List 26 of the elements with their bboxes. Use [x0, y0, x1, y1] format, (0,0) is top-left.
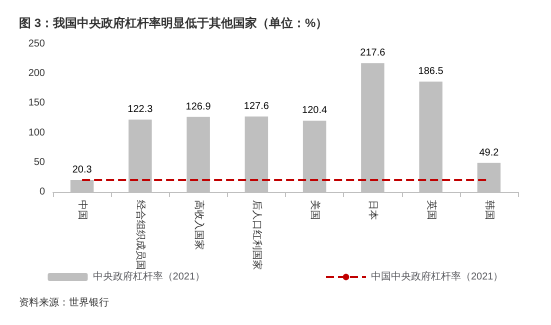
data-label: 20.3 [72, 164, 92, 176]
x-tick-label: 高收入国家 [192, 200, 205, 250]
data-label: 127.6 [244, 100, 270, 112]
data-label: 49.2 [479, 147, 500, 158]
chart-title: 图 3：我国中央政府杠杆率明显低于其他国家（单位：%） [19, 16, 328, 30]
data-label: 217.6 [360, 48, 386, 59]
data-label: 120.4 [302, 105, 328, 116]
y-tick-label: 150 [28, 98, 46, 109]
x-tick-label: 后人口红利国家 [250, 200, 263, 270]
data-label: 186.5 [418, 66, 444, 78]
y-tick-label: 100 [28, 127, 46, 138]
x-tick-label: 日本 [367, 200, 380, 220]
x-tick-label: 英国 [425, 200, 438, 220]
y-tick-label: 200 [28, 68, 46, 80]
legend-label: 中央政府杠杆率（2021） [92, 270, 206, 282]
y-tick-label: 250 [28, 38, 46, 50]
x-tick-label: 经合组织成员国 [134, 200, 147, 270]
x-tick-label: 美国 [309, 200, 322, 220]
x-tick-label: 韩国 [483, 200, 496, 220]
data-label: 126.9 [186, 101, 212, 112]
x-tick-label: 中国 [76, 200, 89, 220]
data-label: 122.3 [128, 104, 154, 116]
text: 资料来源：世界银行 [19, 296, 109, 308]
y-tick-label: 0 [39, 186, 46, 198]
legend-label: 中国中央政府杠杆率（2021） [371, 270, 504, 282]
y-tick-label: 50 [34, 156, 46, 168]
